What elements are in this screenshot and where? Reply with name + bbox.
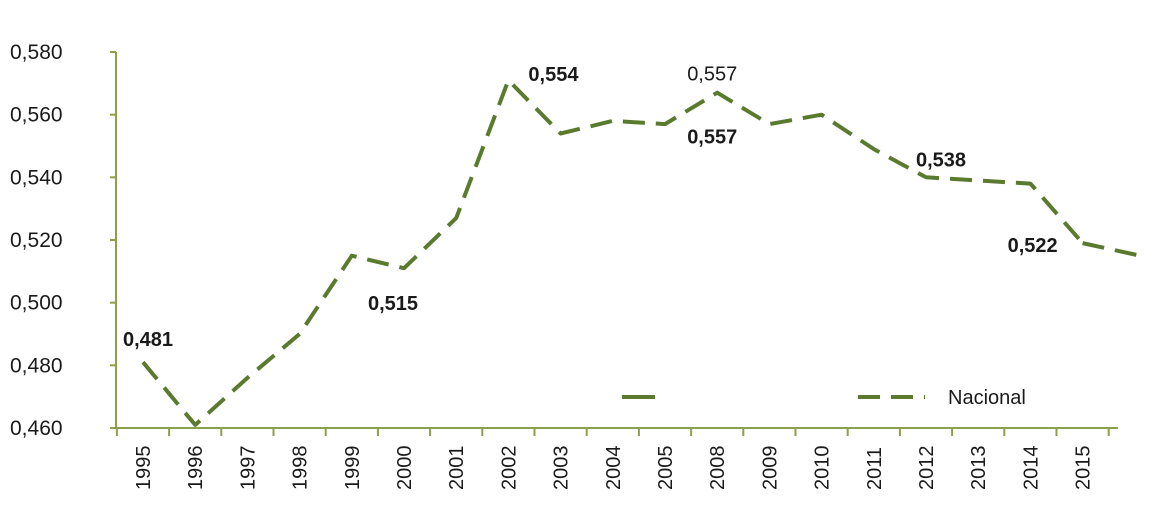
data-label: 0,557 — [687, 64, 737, 86]
series-layer — [141, 78, 1141, 427]
x-tick-label: 2014 — [1020, 446, 1042, 491]
legend-label-nacional: Nacional — [948, 387, 1026, 409]
x-tick-label: 2015 — [1073, 446, 1095, 491]
y-tick-label: 0,480 — [10, 354, 63, 377]
y-tick-label: 0,580 — [10, 41, 63, 64]
x-tick-label: 1995 — [133, 446, 155, 491]
x-tick-label: 1999 — [342, 446, 364, 491]
x-axis-ticks: 1995 1996 1997 1998 1999 2000 2001 2002 2003 2004… — [115, 428, 1110, 491]
x-tick-label: 2001 — [446, 446, 468, 491]
x-tick-label: 2004 — [603, 446, 625, 491]
x-tick-label: 2013 — [968, 446, 990, 490]
x-tick-label: 2011 — [864, 447, 886, 490]
x-tick-label: 2002 — [498, 446, 520, 491]
x-tick-label: 2003 — [551, 446, 573, 491]
x-tick-label: 2005 — [655, 446, 677, 491]
data-label: 0,515 — [368, 293, 418, 315]
x-tick-label: 2000 — [394, 446, 416, 491]
data-label: 0,522 — [1008, 235, 1058, 257]
y-tick-label: 0,560 — [10, 104, 63, 127]
y-axis-ticks: 0,460 0,480 0,500 0,520 0,540 0,560 0,580 — [10, 41, 116, 440]
x-tick-label: 1997 — [237, 446, 259, 491]
y-tick-label: 0,540 — [10, 166, 63, 189]
x-tick-label: 2012 — [916, 446, 938, 491]
data-label: 0,481 — [123, 329, 173, 351]
x-tick-label: 1996 — [185, 446, 207, 491]
data-label: 0,557 — [687, 127, 737, 149]
axes — [115, 52, 1118, 429]
y-tick-label: 0,520 — [10, 229, 63, 252]
data-label: 0,538 — [916, 149, 966, 171]
legend: Nacional — [622, 387, 1026, 409]
series-line-tail — [1082, 241, 1141, 258]
y-tick-label: 0,460 — [10, 417, 63, 440]
x-tick-label: 1998 — [290, 446, 312, 491]
data-labels: 0,481 0,515 0,554 0,557 0,557 0,538 0,522 — [123, 64, 1058, 351]
x-tick-label: 2008 — [707, 446, 729, 491]
series-line-nacional — [141, 78, 1085, 427]
x-tick-label: 2009 — [759, 446, 781, 491]
data-label: 0,554 — [528, 64, 579, 86]
x-tick-label: 2010 — [812, 446, 834, 491]
y-tick-label: 0,500 — [10, 292, 63, 315]
